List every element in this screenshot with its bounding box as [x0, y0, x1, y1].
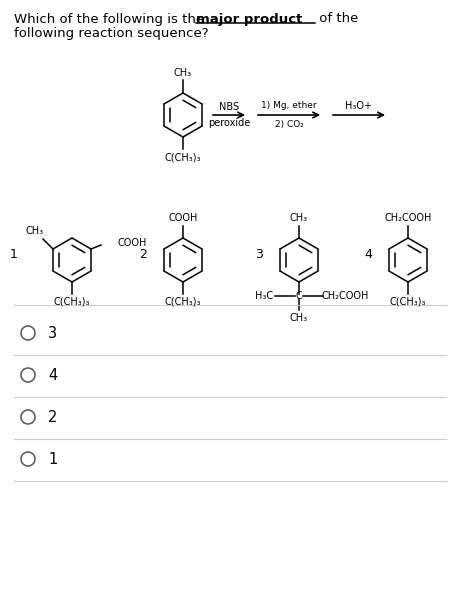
Text: 2: 2 [48, 409, 57, 424]
Text: 1: 1 [48, 452, 57, 466]
Text: following reaction sequence?: following reaction sequence? [14, 27, 208, 39]
Text: C(CH₃)₃: C(CH₃)₃ [164, 152, 201, 162]
Text: of the: of the [314, 12, 358, 26]
Text: 1: 1 [10, 249, 18, 261]
Text: C(CH₃)₃: C(CH₃)₃ [164, 297, 201, 307]
Text: CH₃: CH₃ [289, 313, 308, 323]
Text: CH₂COOH: CH₂COOH [383, 213, 431, 223]
Text: major product: major product [196, 12, 302, 26]
Text: 4: 4 [363, 249, 371, 261]
Text: COOH: COOH [117, 238, 146, 248]
Text: CH₃: CH₃ [174, 68, 192, 78]
Text: H₃C: H₃C [254, 291, 273, 301]
Text: CH₃: CH₃ [26, 226, 44, 236]
Text: 2: 2 [139, 249, 146, 261]
Text: 3: 3 [48, 325, 57, 340]
Text: 3: 3 [254, 249, 263, 261]
Text: CH₂COOH: CH₂COOH [321, 291, 368, 301]
Text: H₃O+: H₃O+ [345, 101, 372, 111]
Text: COOH: COOH [168, 213, 197, 223]
Text: Which of the following is the: Which of the following is the [14, 12, 208, 26]
Text: CH₃: CH₃ [289, 213, 308, 223]
Text: 1) Mg, ether: 1) Mg, ether [261, 102, 316, 111]
Text: C(CH₃)₃: C(CH₃)₃ [54, 297, 90, 307]
Text: C(CH₃)₃: C(CH₃)₃ [389, 297, 425, 307]
Text: 2) CO₂: 2) CO₂ [274, 120, 303, 129]
Text: peroxide: peroxide [207, 118, 250, 128]
Text: 4: 4 [48, 368, 57, 383]
Text: C: C [295, 291, 302, 301]
Text: NBS: NBS [218, 102, 239, 112]
